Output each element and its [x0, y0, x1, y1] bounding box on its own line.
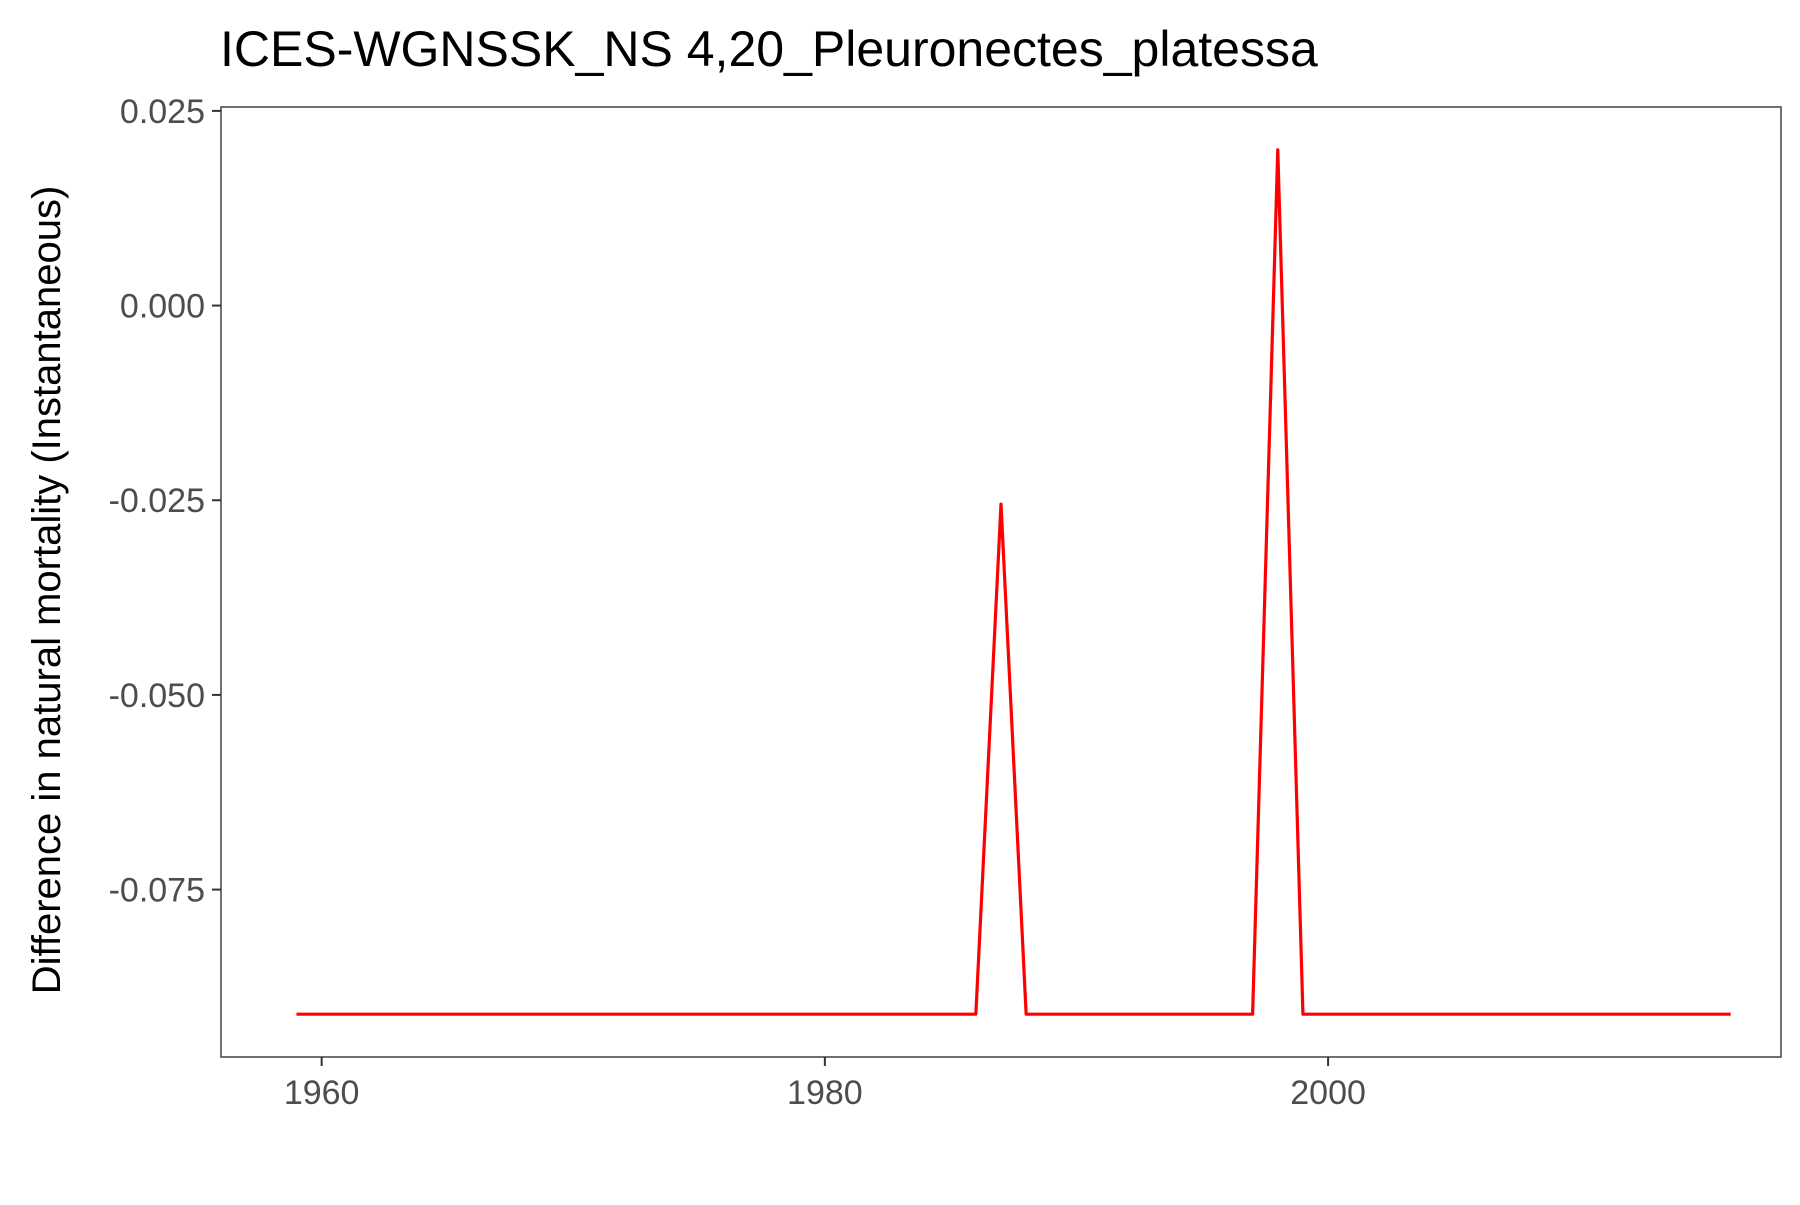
x-tick-label: 2000 — [1290, 1074, 1366, 1112]
x-tick-label: 1960 — [284, 1074, 360, 1112]
y-axis: 0.025 0.000 -0.025 -0.050 -0.075 — [109, 93, 221, 910]
plot-panel — [220, 106, 1782, 1058]
y-tick-label: 0.025 — [120, 93, 205, 131]
y-axis-title: Difference in natural mortality (Instant… — [25, 186, 69, 995]
x-axis: 1960 1980 2000 — [284, 1057, 1366, 1112]
y-tick-label: -0.050 — [109, 677, 205, 715]
series-line — [296, 148, 1731, 1016]
y-tick-label: -0.075 — [109, 872, 205, 910]
y-tick-label: -0.025 — [109, 482, 205, 520]
chart-title: ICES-WGNSSK_NS 4,20_Pleuronectes_platess… — [220, 21, 1318, 77]
y-tick-label: 0.000 — [120, 288, 205, 326]
series-layer — [296, 148, 1731, 1016]
x-tick-label: 1980 — [787, 1074, 863, 1112]
